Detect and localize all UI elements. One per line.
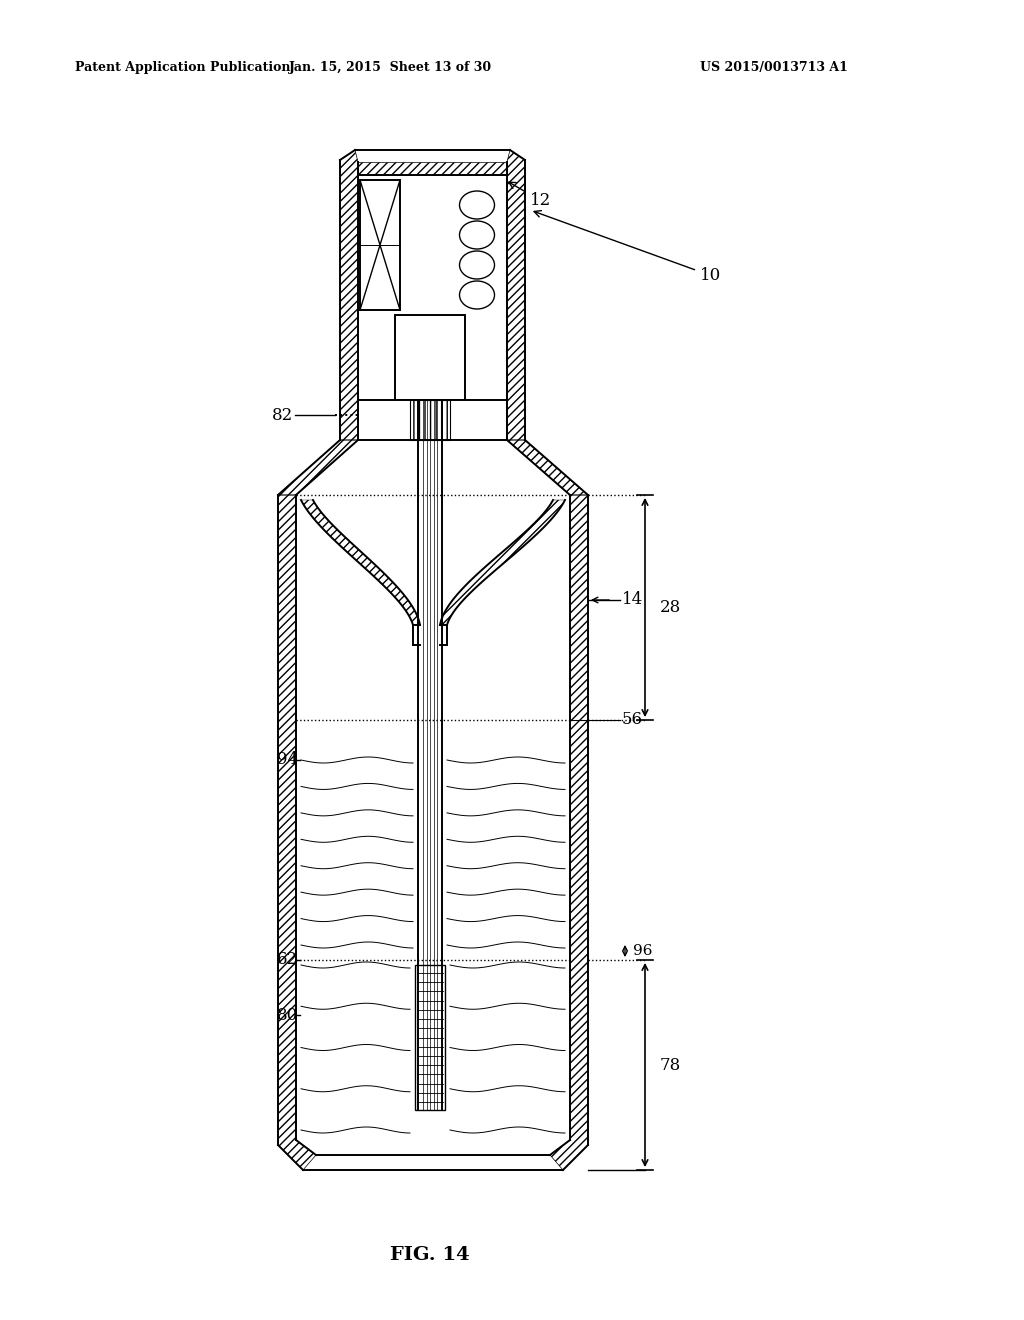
Text: Jan. 15, 2015  Sheet 13 of 30: Jan. 15, 2015 Sheet 13 of 30 bbox=[289, 62, 492, 74]
Text: 78: 78 bbox=[660, 1056, 681, 1073]
Text: 14: 14 bbox=[622, 591, 643, 609]
Bar bbox=[410, 400, 450, 440]
Text: 82: 82 bbox=[271, 407, 293, 424]
Text: FIG. 14: FIG. 14 bbox=[390, 1246, 470, 1265]
Bar bbox=[395, 315, 465, 400]
Text: Patent Application Publication: Patent Application Publication bbox=[75, 62, 291, 74]
Ellipse shape bbox=[460, 281, 495, 309]
Ellipse shape bbox=[460, 251, 495, 279]
Text: 80: 80 bbox=[276, 1006, 298, 1023]
Text: 28: 28 bbox=[660, 599, 681, 616]
Bar bbox=[360, 180, 400, 310]
Bar bbox=[358, 400, 507, 440]
Text: 96: 96 bbox=[633, 944, 652, 958]
Ellipse shape bbox=[460, 220, 495, 249]
Ellipse shape bbox=[460, 191, 495, 219]
Text: US 2015/0013713 A1: US 2015/0013713 A1 bbox=[700, 62, 848, 74]
Bar bbox=[415, 965, 445, 1110]
Text: 56: 56 bbox=[622, 711, 643, 729]
Text: 12: 12 bbox=[509, 182, 551, 209]
Text: 94: 94 bbox=[276, 751, 298, 768]
Text: 62: 62 bbox=[276, 952, 298, 969]
Text: 10: 10 bbox=[535, 211, 721, 284]
